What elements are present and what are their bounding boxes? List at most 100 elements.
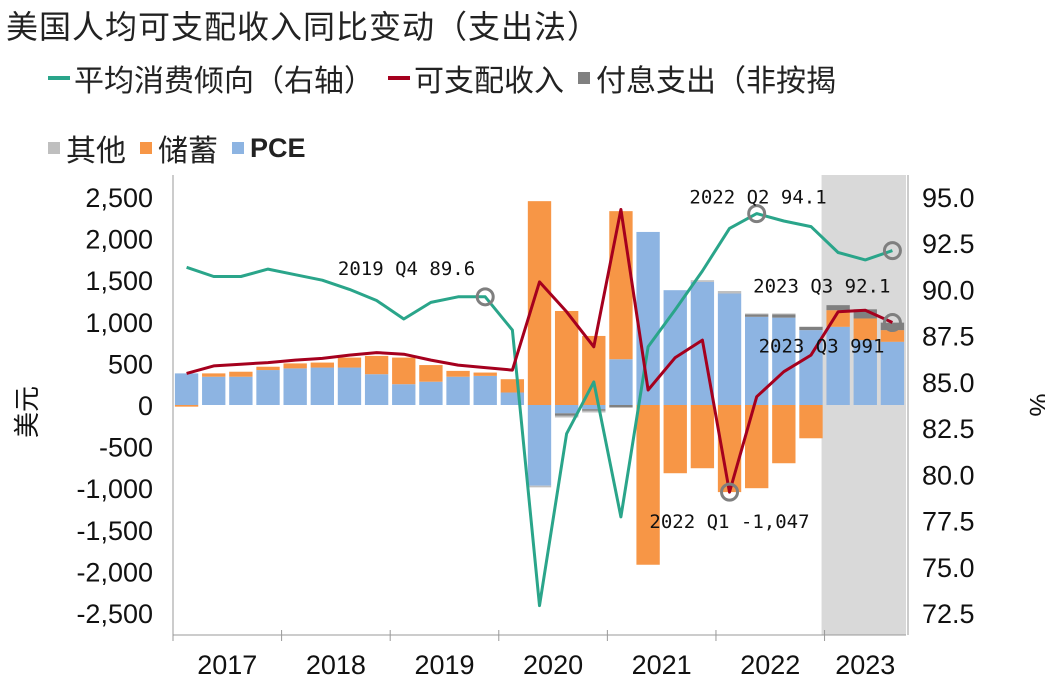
bar-2020Q2-other xyxy=(527,485,552,488)
legend-row-1: 平均消费倾向（右轴） 可支配收入 付息支出（非按揭 xyxy=(48,56,850,100)
bar-2017Q2-saving xyxy=(202,373,226,377)
bar-2022Q4-interest xyxy=(799,326,823,331)
bar-2020Q4-other xyxy=(582,410,606,413)
legend-swatch-saving xyxy=(140,142,152,154)
right-tick-label: 85.0 xyxy=(922,368,975,398)
annotations-layer: 2019 Q4 89.6 2022 Q2 94.1 2023 Q3 92.1 2023… xyxy=(338,187,902,533)
bar-2017Q2-pce xyxy=(202,376,226,405)
bar-2021Q3-saving xyxy=(663,405,687,474)
bar-2022Q2-saving xyxy=(745,405,769,489)
legend-item-interest: 付息支出（非按揭 xyxy=(578,56,836,100)
bar-2019Q2-pce xyxy=(419,381,443,405)
bar-2022Q4-pce xyxy=(799,330,823,405)
bar-2019Q3-saving xyxy=(446,370,470,377)
annotation-marker xyxy=(882,313,902,333)
bar-2022Q2-pce xyxy=(745,316,769,405)
bar-2017Q1-saving xyxy=(174,405,199,407)
bar-2021Q4-saving xyxy=(690,405,715,469)
annotation-label: 2019 Q4 89.6 xyxy=(338,258,475,280)
legend-item-mpc: 平均消费倾向（右轴） xyxy=(48,56,374,100)
x-tick-label: 2020 xyxy=(523,650,583,680)
left-tick-label: -2,000 xyxy=(76,557,153,587)
right-tick-label: 72.5 xyxy=(922,599,975,629)
line-mpc xyxy=(186,212,893,608)
legend-label-other: 其他 xyxy=(66,134,126,169)
right-tick-label: 82.5 xyxy=(922,414,975,444)
bar-2022Q4-saving xyxy=(799,405,823,439)
y-axis-title-left: 美元 xyxy=(13,386,43,438)
x-tick-label: 2017 xyxy=(197,650,257,680)
legend-swatch-income xyxy=(388,76,410,80)
bar-2023Q3-interest xyxy=(880,322,905,331)
bar-2018Q4-saving xyxy=(364,355,389,375)
left-tick-label: -2,500 xyxy=(76,599,153,629)
legend-label-interest: 付息支出（非按揭 xyxy=(596,64,836,99)
bar-2018Q3-saving xyxy=(337,357,362,368)
legend-label-pce: PCE xyxy=(250,132,306,163)
bar-2020Q4-interest xyxy=(582,409,606,411)
bar-2020Q4-pce xyxy=(582,405,606,410)
right-tick-label: 80.0 xyxy=(922,460,975,490)
x-tick-label: 2018 xyxy=(306,650,366,680)
bar-2021Q1-saving xyxy=(609,211,633,360)
bar-2020Q3-other xyxy=(554,415,579,418)
legend-item-saving: 储蓄 xyxy=(140,126,218,170)
bar-2017Q3-saving xyxy=(229,371,253,377)
bar-2022Q3-interest xyxy=(772,314,796,318)
annotation-label: 2023 Q3 991 xyxy=(759,336,885,358)
left-tick-label: -500 xyxy=(99,433,153,463)
bar-2018Q2-pce xyxy=(310,367,334,405)
bar-2023Q2-saving xyxy=(853,318,877,341)
annotation-marker xyxy=(747,204,767,224)
right-tick-label: 95.0 xyxy=(922,183,975,213)
bar-2017Q4-saving xyxy=(256,366,280,371)
bar-2017Q1-pce xyxy=(174,373,199,405)
legend-label-saving: 储蓄 xyxy=(158,134,218,169)
bar-2018Q4-pce xyxy=(364,374,389,405)
bar-2017Q3-pce xyxy=(229,376,253,405)
left-tick-label: 2,500 xyxy=(85,183,153,213)
legend-item-income: 可支配收入 xyxy=(388,56,564,100)
left-tick-label: 500 xyxy=(108,349,153,379)
right-tick-label: 87.5 xyxy=(922,322,975,352)
bar-2021Q1-pce xyxy=(609,359,633,405)
bar-2018Q3-pce xyxy=(337,367,362,405)
bar-2022Q3-saving xyxy=(772,405,796,464)
bar-2021Q1-interest xyxy=(609,405,633,408)
axes-layer: 2,500 2,000 1,500 1,000 500 0 -500 -1,000 -1,500… xyxy=(13,175,1045,680)
bar-2021Q2-saving xyxy=(636,405,660,565)
bar-2022Q2-other xyxy=(745,313,769,315)
lines-layer xyxy=(186,208,894,608)
left-tick-label: 2,000 xyxy=(85,225,153,255)
x-tick-label: 2023 xyxy=(835,650,895,680)
annotation-marker xyxy=(720,482,740,502)
bar-2017Q4-pce xyxy=(256,370,280,405)
bar-2023Q1-pce xyxy=(826,326,850,405)
bar-2022Q2-interest xyxy=(745,314,769,317)
bar-2019Q1-pce xyxy=(392,384,416,405)
bar-2021Q2-pce xyxy=(636,231,660,405)
bar-2020Q1-saving xyxy=(500,379,525,393)
legend-item-pce: PCE xyxy=(232,133,306,164)
legend-swatch-mpc xyxy=(48,76,70,80)
right-tick-label: 92.5 xyxy=(922,229,975,259)
bar-2023Q3-pce xyxy=(880,341,905,405)
bar-2019Q4-pce xyxy=(473,375,497,405)
bar-2023Q2-pce xyxy=(853,340,877,405)
x-tick-label: 2021 xyxy=(632,650,692,680)
bar-2019Q3-pce xyxy=(446,376,470,405)
bar-2023Q3-saving xyxy=(880,330,905,342)
annotation-label: 2023 Q3 92.1 xyxy=(753,276,890,298)
bar-2021Q4-other xyxy=(690,280,715,282)
bar-2023Q2-interest xyxy=(853,309,877,319)
bar-2018Q2-saving xyxy=(310,362,334,368)
bar-2018Q1-saving xyxy=(283,363,307,369)
bar-2023Q1-interest xyxy=(826,305,850,311)
x-tick-label: 2019 xyxy=(414,650,474,680)
bar-2020Q3-saving xyxy=(554,310,579,405)
right-tick-label: 75.0 xyxy=(922,553,975,583)
left-tick-label: -1,500 xyxy=(76,516,153,546)
bar-2022Q3-other xyxy=(772,313,796,315)
annotation-marker xyxy=(882,241,902,261)
